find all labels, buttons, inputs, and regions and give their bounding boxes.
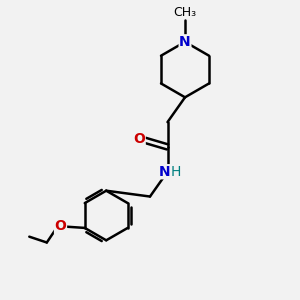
Text: CH₃: CH₃ (173, 5, 196, 19)
Text: O: O (55, 220, 67, 233)
Text: N: N (179, 35, 191, 49)
Text: H: H (170, 165, 181, 179)
Text: O: O (133, 132, 145, 146)
Text: N: N (159, 165, 170, 179)
